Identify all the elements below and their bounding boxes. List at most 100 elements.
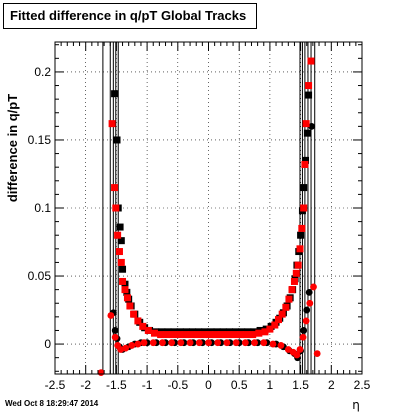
circle-marker-series-1 (269, 340, 277, 348)
chart-title: Fitted difference in q/pT Global Tracks (3, 3, 257, 29)
square-marker-series-1 (302, 120, 310, 128)
square-marker-series-1 (294, 261, 302, 269)
circle-marker-series-1 (159, 339, 166, 347)
square-marker-series-1 (121, 286, 129, 294)
square-marker-series-0 (300, 184, 308, 192)
data-points (97, 57, 321, 377)
y-tick-label: 0.05 (28, 269, 52, 283)
y-axis-label: difference in q/pT (5, 94, 20, 202)
x-tick-label: -1.5 (106, 378, 127, 392)
square-marker-series-1 (296, 245, 304, 253)
square-marker-series-1 (224, 331, 232, 339)
axes: -2.5 -2 -1.5 -1 -0.5 0 0.5 1 1.5 2 2.5 0 0.05 0.1 0.15… (28, 42, 371, 392)
circle-marker-series-0 (300, 327, 308, 334)
square-marker-series-1 (206, 331, 214, 339)
square-marker-series-0 (111, 90, 119, 98)
square-marker-series-1 (292, 269, 300, 277)
square-marker-series-1 (282, 303, 290, 311)
square-marker-series-1 (261, 328, 269, 336)
circle-marker-series-1 (299, 333, 307, 341)
circle-marker-series-1 (140, 339, 148, 347)
square-marker-series-1 (123, 294, 131, 302)
square-marker-series-0 (297, 231, 305, 239)
circle-marker-series-1 (260, 339, 268, 347)
circle-marker-series-1 (277, 342, 285, 349)
square-marker-series-1 (274, 316, 282, 324)
square-marker-series-0 (113, 136, 121, 144)
square-marker-series-1 (117, 258, 125, 266)
grid-lines (55, 42, 362, 374)
square-marker-series-1 (271, 321, 279, 329)
square-marker-series-0 (305, 91, 313, 99)
y-tick-label: 0.1 (34, 201, 51, 215)
circle-marker-series-1 (128, 342, 136, 349)
circle-marker-series-1 (296, 346, 304, 353)
x-axis-label: η (352, 398, 360, 412)
y-tick-label: 0.15 (28, 133, 52, 147)
square-marker-series-1 (290, 277, 298, 285)
circle-marker-series-1 (205, 339, 212, 347)
square-marker-series-1 (212, 331, 220, 339)
square-marker-series-1 (187, 331, 195, 339)
y-tick-label: 0 (44, 337, 51, 351)
circle-marker-series-0 (308, 122, 316, 130)
square-marker-series-1 (119, 277, 127, 285)
square-marker-series-1 (115, 248, 123, 256)
x-tick-label: -0.5 (167, 378, 188, 392)
square-marker-series-1 (298, 224, 306, 232)
square-marker-series-0 (303, 129, 311, 137)
square-marker-series-1 (249, 331, 257, 339)
timestamp: Wed Oct 8 18:29:47 2014 (5, 399, 99, 408)
x-tick-label: 2 (328, 378, 335, 392)
square-marker-series-1 (134, 317, 142, 325)
square-marker-series-1 (285, 295, 293, 303)
square-marker-series-1 (255, 329, 263, 337)
circle-marker-series-1 (310, 283, 317, 291)
circle-marker-series-0 (111, 327, 119, 334)
square-marker-series-1 (114, 231, 122, 239)
square-marker-series-1 (169, 331, 177, 339)
x-tick-label: 1.5 (292, 378, 309, 392)
x-tick-label: -2.5 (45, 378, 66, 392)
circle-marker-series-1 (107, 312, 115, 319)
circle-marker-series-1 (149, 339, 157, 347)
square-marker-series-1 (278, 310, 286, 318)
square-marker-series-1 (236, 331, 244, 339)
circle-marker-series-1 (313, 350, 321, 357)
circle-marker-series-0 (305, 288, 313, 296)
square-marker-series-1 (193, 331, 201, 339)
square-marker-series-1 (200, 331, 208, 339)
circle-marker-series-0 (303, 306, 311, 314)
square-marker-series-1 (150, 329, 158, 337)
square-marker-series-1 (139, 322, 147, 330)
square-marker-series-1 (157, 331, 165, 339)
y-tick-label: 0.2 (34, 65, 51, 79)
square-marker-series-1 (130, 310, 138, 318)
x-tick-label: -1 (142, 378, 153, 392)
square-marker-series-0 (119, 265, 127, 273)
square-marker-series-1 (111, 184, 119, 192)
square-marker-series-1 (112, 204, 120, 212)
square-marker-series-1 (305, 82, 313, 90)
x-tick-label: 1 (267, 378, 274, 392)
square-marker-series-0 (302, 156, 310, 164)
circle-marker-series-1 (302, 317, 310, 325)
circle-marker-series-1 (195, 339, 203, 347)
circle-marker-series-1 (306, 299, 314, 307)
circle-marker-series-1 (232, 339, 240, 347)
circle-marker-series-1 (134, 340, 142, 348)
square-marker-series-1 (181, 331, 189, 339)
square-marker-series-1 (243, 331, 251, 339)
circle-marker-series-1 (177, 339, 185, 347)
square-marker-series-1 (266, 325, 274, 333)
square-marker-series-1 (163, 331, 171, 339)
square-marker-series-1 (307, 57, 315, 65)
circle-marker-series-1 (223, 339, 231, 347)
circle-marker-series-1 (241, 339, 249, 347)
circle-marker-series-1 (214, 339, 222, 347)
square-marker-series-1 (301, 160, 309, 168)
square-marker-series-1 (144, 326, 152, 334)
circle-marker-series-1 (111, 333, 119, 341)
square-marker-series-1 (126, 302, 134, 310)
